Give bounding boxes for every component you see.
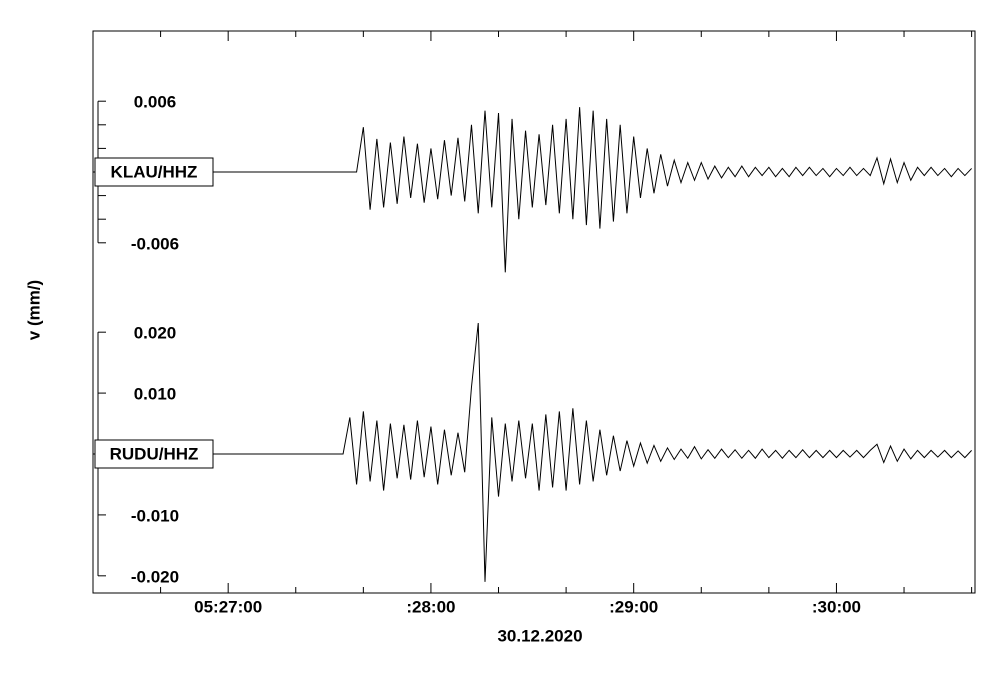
trace-label-box xyxy=(94,439,214,469)
y-tick-label: -0.020 xyxy=(131,567,179,586)
plot-frame xyxy=(92,30,976,594)
y-axis-label: v (mm/) xyxy=(24,280,43,340)
x-tick-label: :30:00 xyxy=(812,597,861,616)
x-tick-label: 05:27:00 xyxy=(194,597,262,616)
waveform xyxy=(93,322,972,582)
waveform xyxy=(93,107,972,273)
legend-label: RUDU/HHZ xyxy=(110,444,199,463)
y-tick-label: 0.006 xyxy=(134,93,177,112)
trace-label: KLAU/HHZ xyxy=(94,157,214,187)
y-tick-label: 0.010 xyxy=(134,385,177,404)
trace-label: RUDU/HHZ xyxy=(94,439,214,469)
y-tick-label: -0.010 xyxy=(131,506,179,525)
legend-label: KLAU/HHZ xyxy=(111,162,198,181)
x-tick-label: :28:00 xyxy=(406,597,455,616)
y-tick-label: 0.020 xyxy=(134,324,177,343)
y-tick-label: -0.006 xyxy=(131,234,179,253)
x-tick-label: :29:00 xyxy=(609,597,658,616)
x-axis-label: 30.12.2020 xyxy=(497,626,582,645)
trace-label-box xyxy=(94,157,214,187)
